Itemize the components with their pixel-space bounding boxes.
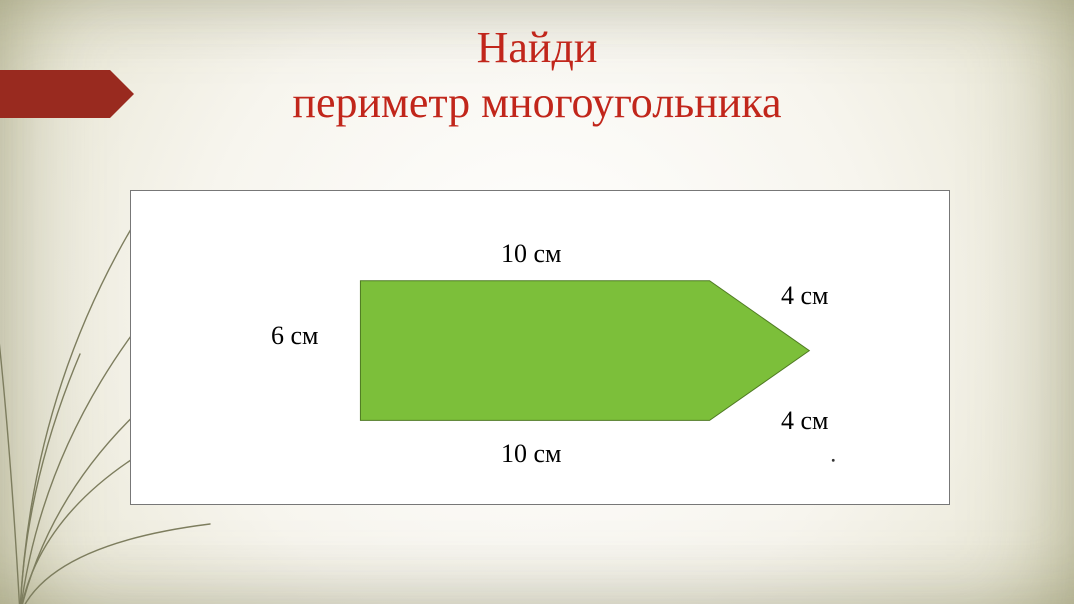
slide-title: Найди периметр многоугольника bbox=[0, 20, 1074, 130]
dimension-right-lower: 4 см bbox=[781, 406, 829, 436]
dimension-right-upper: 4 см bbox=[781, 281, 829, 311]
dimension-left: 6 см bbox=[271, 321, 319, 351]
dimension-top: 10 см bbox=[501, 239, 562, 269]
figure-panel: 10 см 4 см 4 см 10 см 6 см bbox=[130, 190, 950, 505]
title-line-1: Найди bbox=[477, 23, 598, 72]
stray-dot bbox=[832, 459, 835, 462]
pentagon-shape bbox=[360, 281, 809, 421]
title-line-2: периметр многоугольника bbox=[292, 78, 781, 127]
dimension-bottom: 10 см bbox=[501, 439, 562, 469]
